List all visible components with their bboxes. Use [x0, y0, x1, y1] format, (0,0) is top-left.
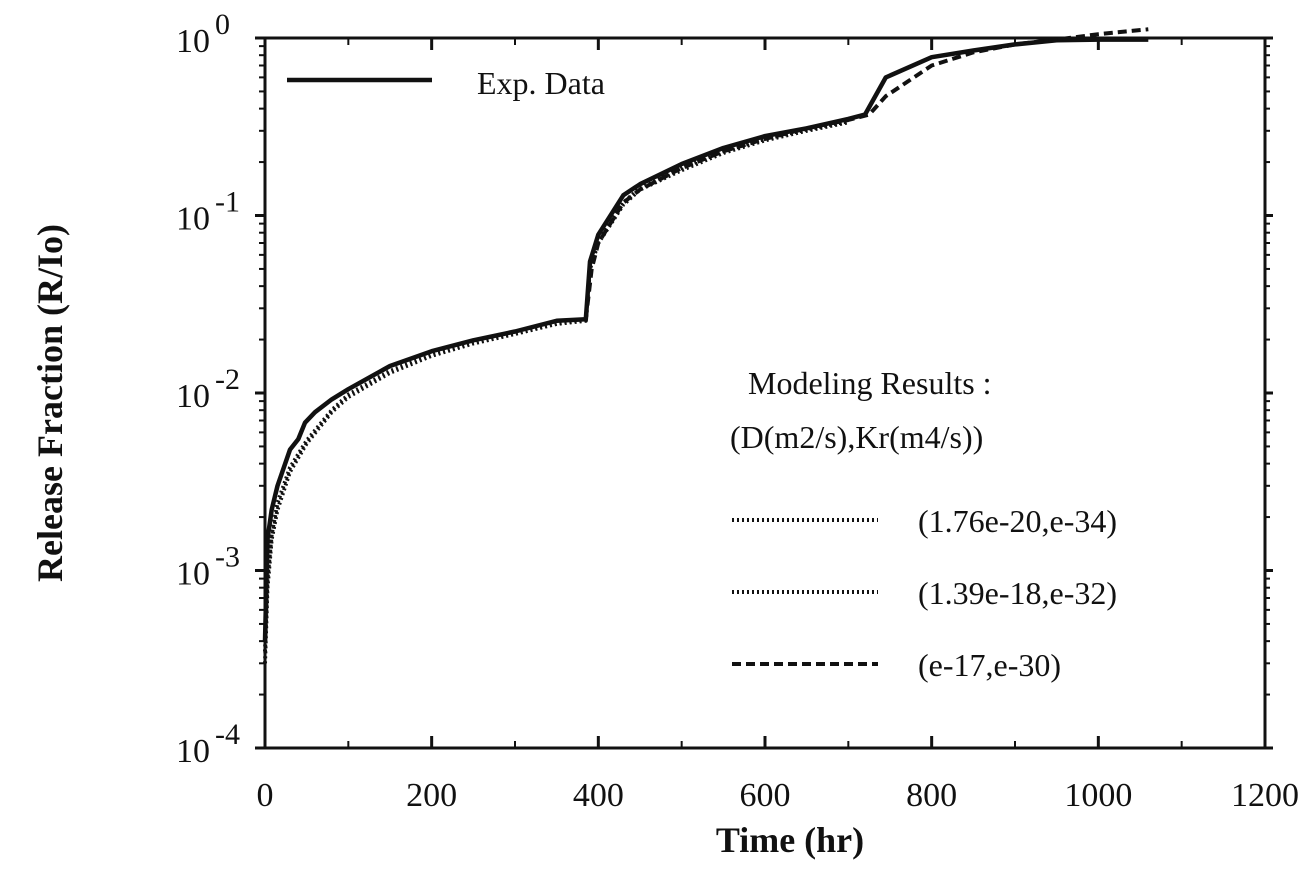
legend-modeling-title: Modeling Results : — [748, 365, 992, 401]
series-line-3 — [263, 119, 849, 652]
legend-label-exp-data: Exp. Data — [477, 65, 605, 101]
y-tick-label: 10 -4 — [176, 718, 240, 770]
legend-label-series-2: (1.76e-20,e-34) — [918, 503, 1117, 539]
y-tick-base: 10 — [176, 733, 210, 770]
y-axis-title: Release Fraction (R/Io) — [30, 224, 70, 582]
y-tick-exponent: -3 — [215, 541, 240, 574]
x-tick-label: 800 — [906, 777, 957, 814]
legend-label-series-4: (e-17,e-30) — [918, 647, 1061, 683]
x-tick-label: 600 — [740, 777, 791, 814]
x-axis-title: Time (hr) — [716, 820, 864, 860]
y-tick-exponent: -1 — [215, 186, 240, 219]
y-tick-base: 10 — [176, 23, 210, 60]
y-tick-exponent: -2 — [215, 363, 240, 396]
x-tick-label: 400 — [573, 777, 624, 814]
series-line-2 — [263, 120, 849, 664]
x-tick-label: 200 — [406, 777, 457, 814]
y-tick-base: 10 — [176, 201, 210, 238]
series-line-1 — [262, 37, 1149, 642]
legend-modeling-units: (D(m2/s),Kr(m4/s)) — [730, 419, 983, 455]
y-tick-base: 10 — [176, 556, 210, 593]
legend: Exp. Data Modeling Results : (D(m2/s),Kr(m… — [287, 65, 1117, 683]
series-line-4 — [583, 27, 1149, 320]
y-tick-label: 10 -3 — [176, 541, 240, 593]
y-tick-label: 10 -1 — [176, 186, 240, 238]
x-tick-label: 0 — [257, 777, 274, 814]
y-tick-exponent: -4 — [215, 718, 240, 751]
x-tick-label: 1200 — [1231, 777, 1299, 814]
y-tick-exponent: 0 — [215, 8, 230, 41]
x-tick-label: 1000 — [1064, 777, 1132, 814]
y-tick-base: 10 — [176, 378, 210, 415]
axis-ticks — [255, 36, 1273, 750]
y-tick-label: 10 0 — [176, 8, 230, 60]
y-tick-label: 10 -2 — [176, 363, 240, 415]
legend-label-series-3: (1.39e-18,e-32) — [918, 575, 1117, 611]
series-lines — [262, 27, 1149, 664]
